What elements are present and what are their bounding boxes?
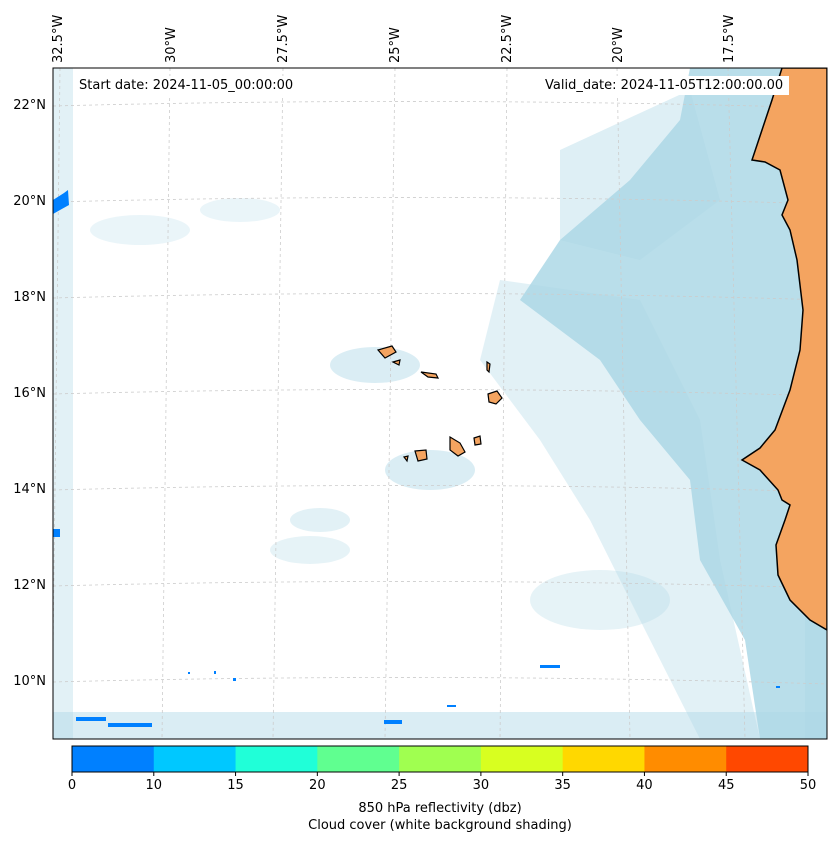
colorbar [71, 745, 809, 776]
graticule [53, 68, 827, 739]
colorbar-label-reflectivity: 850 hPa reflectivity (dbz) [358, 801, 522, 816]
colorbar-tick-label: 0 [67, 778, 77, 793]
colorbar-tick-label: 10 [145, 778, 163, 793]
colorbar-tick-label: 40 [636, 778, 653, 793]
lon-label: 32.5°W [51, 14, 66, 63]
lon-label: 20°W [611, 27, 626, 63]
colorbar-tick-label: 15 [227, 778, 244, 793]
africa-land [740, 68, 827, 631]
lat-label: 18°N [13, 290, 46, 305]
colorbar-tick-label: 25 [390, 778, 408, 793]
colorbar-segment [480, 746, 564, 772]
colorbar-tick-label: 30 [472, 778, 490, 793]
colorbar-label-cloud: Cloud cover (white background shading) [308, 818, 572, 833]
colorbar-segment [562, 746, 645, 772]
lon-label: 25°W [388, 27, 403, 63]
valid-date-label: Valid_date: 2024-11-05T12:00:00.00 [539, 76, 790, 95]
colorbar-tick-label: 45 [717, 778, 735, 793]
reflectivity-patches [53, 190, 780, 727]
colorbar-tick-label: 20 [309, 778, 326, 793]
start-date-label: Start date: 2024-11-05_00:00:00 [73, 76, 300, 95]
colorbar-segment [235, 746, 318, 772]
lon-label: 30°W [164, 27, 179, 63]
lat-label: 12°N [13, 578, 46, 593]
colorbar-segment [726, 746, 809, 772]
lat-label: 20°N [13, 194, 46, 209]
lat-label: 10°N [13, 674, 46, 689]
colorbar-segment [644, 746, 727, 772]
colorbar-segment [72, 746, 155, 772]
lat-label: 16°N [13, 386, 46, 401]
colorbar-segment [317, 746, 400, 772]
lat-label: 14°N [13, 482, 46, 497]
colorbar-tick-label: 35 [554, 778, 571, 793]
cape-verde-islands [376, 345, 503, 463]
lon-label: 22.5°W [500, 14, 515, 63]
lon-label: 27.5°W [276, 14, 291, 63]
colorbar-segment [399, 746, 482, 772]
colorbar-segment [153, 746, 237, 772]
lon-label: 17.5°W [722, 14, 737, 63]
colorbar-tick-label: 50 [799, 778, 817, 793]
lat-label: 22°N [13, 98, 46, 113]
map-frame [52, 67, 828, 740]
colorbar-frame [71, 745, 809, 773]
